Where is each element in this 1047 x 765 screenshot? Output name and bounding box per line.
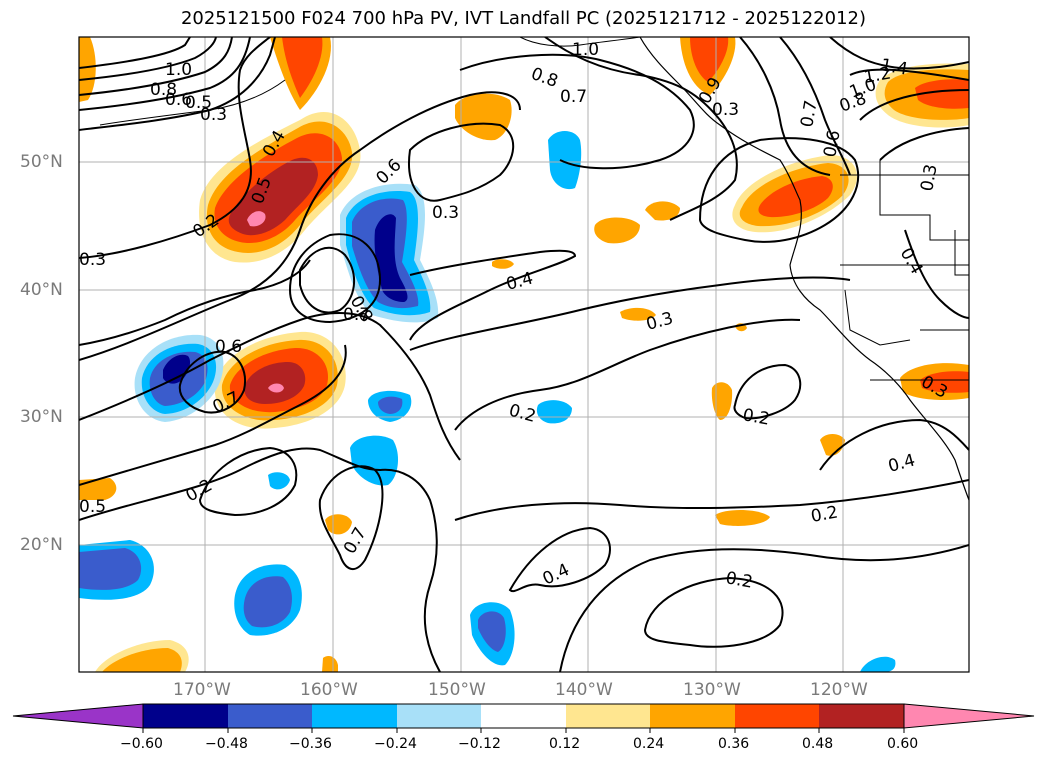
colorbar-tick-label: 0.36 <box>718 736 750 752</box>
contour-label: 0.8 <box>528 64 560 92</box>
contour-label: 0.6 <box>215 337 242 357</box>
colorbar <box>12 703 1035 733</box>
contour-label: 0.5 <box>79 497 106 517</box>
colorbar-bin <box>397 704 481 728</box>
contour-label: 1.4 <box>879 55 909 79</box>
lat-label: 30°N <box>20 407 63 427</box>
contour-label: 0.3 <box>712 100 739 120</box>
contour-label: 0.6 <box>372 155 405 188</box>
contour-label: 0.2 <box>809 503 839 527</box>
contour-label: 1.0 <box>572 40 599 60</box>
lon-label: 150°W <box>428 680 486 700</box>
lon-label: 170°W <box>173 680 231 700</box>
colorbar-bin <box>566 704 650 728</box>
colorbar-extend-max <box>903 703 1035 729</box>
negative-anomaly-west <box>134 334 224 422</box>
lat-label: 50°N <box>20 152 63 172</box>
contour-label: 0.3 <box>917 163 941 193</box>
contour-label: 0.3 <box>432 203 459 223</box>
colorbar-bin <box>735 704 819 728</box>
colorbar-tick-label: −0.60 <box>120 736 163 752</box>
lat-label: 40°N <box>20 280 63 300</box>
contour-label: 0.7 <box>797 99 821 129</box>
colorbar-tick-label: −0.24 <box>374 736 417 752</box>
colorbar-tick-label: −0.36 <box>289 736 332 752</box>
contour-label: 0.6 <box>820 129 844 159</box>
contour-label: 0.5 <box>185 93 212 113</box>
lat-label: 20°N <box>20 535 63 555</box>
lon-label: 130°W <box>683 680 741 700</box>
colorbar-bin <box>143 704 228 728</box>
contour-label: 0.3 <box>200 105 227 125</box>
positive-anomaly-northwest <box>199 37 361 263</box>
contour-label: 0.8 <box>150 80 177 100</box>
lon-label: 140°W <box>555 680 613 700</box>
contour-label: 0.2 <box>507 401 538 427</box>
contour-label: 0.7 <box>343 305 370 325</box>
map-title: 2025121500 F024 700 hPa PV, IVT Landfall… <box>180 8 867 29</box>
contour-label: 0.4 <box>886 451 917 477</box>
colorbar-tick-label: 0.48 <box>802 736 834 752</box>
contour-label: 0.2 <box>741 405 771 429</box>
contour-label: 1.2 <box>862 64 892 88</box>
colorbar-extend-min <box>12 703 144 729</box>
contour-label: 0.6 <box>165 90 192 110</box>
colorbar-bin <box>228 704 312 728</box>
colorbar-tick-label: 0.12 <box>549 736 581 752</box>
coastline <box>99 37 969 501</box>
negative-anomaly-misc <box>79 131 896 672</box>
contour-label: 1.0 <box>165 60 192 80</box>
colorbar-tick-label: −0.12 <box>458 736 501 752</box>
colorbar-tick-label: 0.24 <box>633 736 665 752</box>
contour-label: 0.7 <box>560 87 587 107</box>
pv-contours <box>79 37 969 672</box>
contour-label: 0.3 <box>79 250 106 270</box>
colorbar-bin <box>650 704 735 728</box>
colorbar-bin <box>312 704 397 728</box>
lon-label: 120°W <box>810 680 868 700</box>
colorbar-bin <box>819 704 904 728</box>
negative-anomaly-central <box>340 183 439 323</box>
lon-label: 160°W <box>300 680 358 700</box>
map-frame <box>78 36 970 673</box>
contour-label: 0.2 <box>724 568 754 592</box>
colorbar-tick-label: 0.60 <box>887 736 919 752</box>
contour-label: 0.4 <box>504 269 535 295</box>
colorbar-bin <box>481 704 566 728</box>
colorbar-tick-label: −0.48 <box>205 736 248 752</box>
